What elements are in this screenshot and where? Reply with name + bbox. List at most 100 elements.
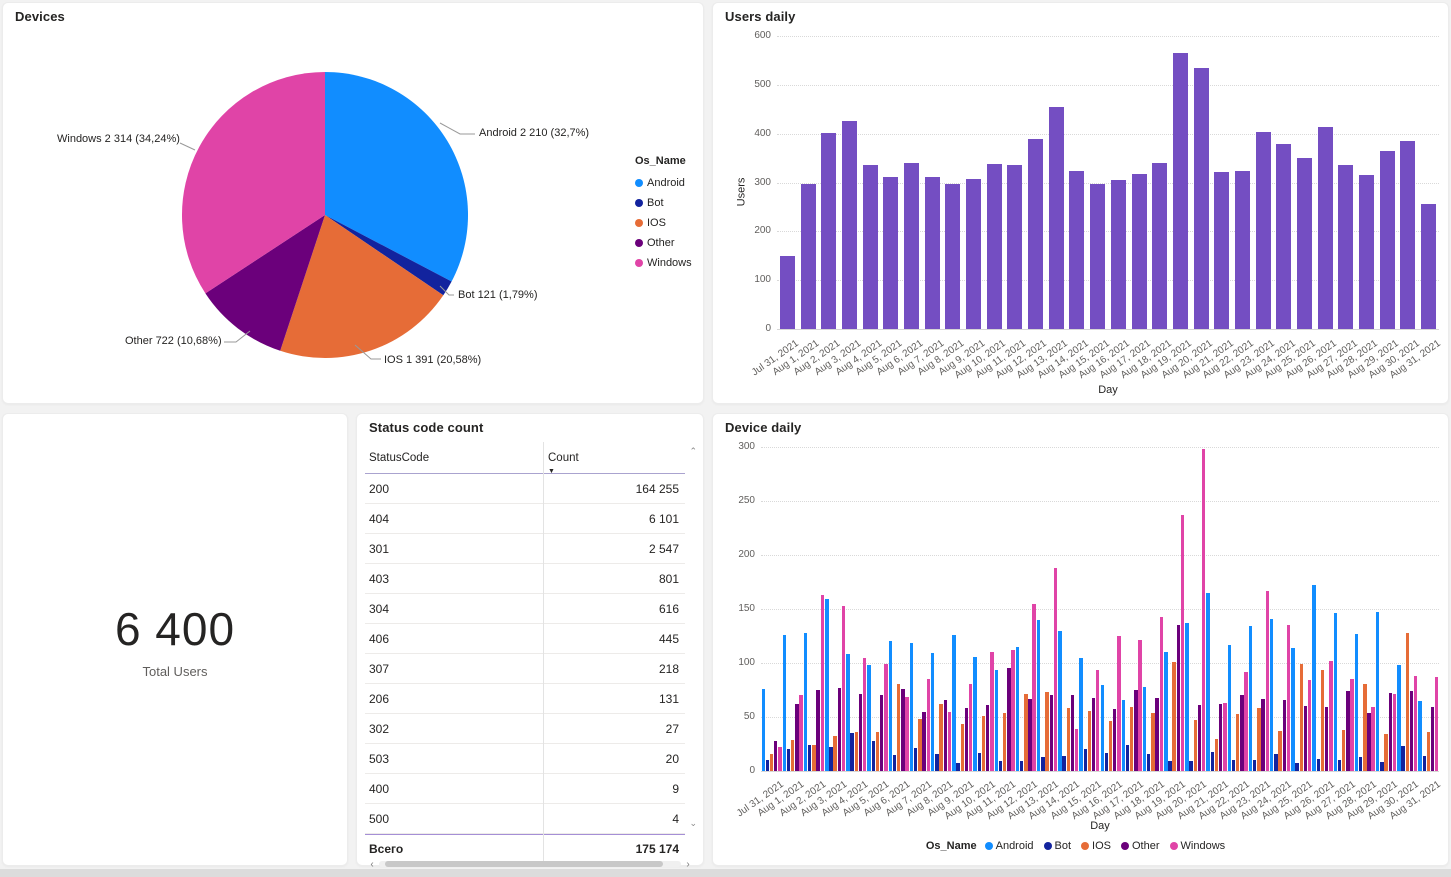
- bar-android[interactable]: [782, 634, 787, 771]
- bar-bot[interactable]: [1380, 762, 1384, 771]
- bar-bot[interactable]: [1041, 757, 1045, 771]
- bar-other[interactable]: [1346, 691, 1350, 771]
- legend-item-android[interactable]: Android: [635, 173, 692, 193]
- bar-android[interactable]: [1015, 646, 1020, 771]
- bar-ios[interactable]: [1024, 694, 1028, 771]
- bar-android[interactable]: [931, 653, 935, 771]
- bar-bot[interactable]: [1210, 751, 1215, 771]
- bar-android[interactable]: [1291, 647, 1295, 771]
- bar-other[interactable]: [922, 711, 926, 771]
- bar-ios[interactable]: [791, 739, 795, 771]
- users-bar-aug-1-2021[interactable]: [800, 183, 816, 329]
- legend-item-ios[interactable]: IOS: [635, 213, 692, 233]
- users-bar-aug-6-2021[interactable]: [903, 163, 919, 329]
- users-bar-aug-8-2021[interactable]: [945, 183, 961, 329]
- bar-other[interactable]: [816, 690, 820, 771]
- bar-other[interactable]: [943, 699, 947, 771]
- bar-other[interactable]: [964, 708, 969, 771]
- bar-other[interactable]: [1324, 707, 1329, 771]
- scroll-right-icon[interactable]: ›: [686, 858, 690, 870]
- users-bar-aug-4-2021[interactable]: [862, 164, 878, 329]
- bar-windows[interactable]: [1053, 568, 1058, 771]
- bar-android[interactable]: [952, 634, 956, 771]
- bar-bot[interactable]: [1168, 761, 1172, 771]
- bar-ios[interactable]: [875, 732, 880, 771]
- table-row-206[interactable]: 206 131: [365, 684, 685, 714]
- users-bar-jul-31-2021[interactable]: [779, 256, 795, 329]
- users-bar-aug-29-2021[interactable]: [1379, 150, 1395, 329]
- bar-ios[interactable]: [1002, 712, 1007, 771]
- bar-other[interactable]: [1007, 668, 1011, 771]
- bar-android[interactable]: [973, 656, 977, 771]
- bar-android[interactable]: [1036, 619, 1041, 771]
- users-bar-aug-31-2021[interactable]: [1421, 204, 1437, 329]
- bar-ios[interactable]: [1405, 632, 1409, 771]
- pie-slice-android[interactable]: [325, 72, 469, 282]
- bar-ios[interactable]: [960, 723, 964, 771]
- bar-bot[interactable]: [786, 749, 791, 771]
- bar-ios[interactable]: [812, 745, 816, 771]
- bar-ios[interactable]: [1299, 664, 1303, 771]
- bar-android[interactable]: [1270, 618, 1274, 771]
- bar-android[interactable]: [1206, 592, 1210, 771]
- bar-bot[interactable]: [1253, 760, 1257, 771]
- bar-android[interactable]: [1164, 652, 1168, 771]
- bar-ios[interactable]: [1341, 730, 1346, 771]
- bar-other[interactable]: [1070, 695, 1075, 771]
- bar-android[interactable]: [888, 641, 893, 771]
- users-bar-aug-22-2021[interactable]: [1234, 170, 1250, 329]
- bar-windows[interactable]: [1011, 650, 1015, 771]
- bar-android[interactable]: [1227, 644, 1232, 771]
- bar-other[interactable]: [901, 688, 905, 771]
- bar-ios[interactable]: [1087, 710, 1092, 771]
- bar-other[interactable]: [1430, 707, 1435, 771]
- bar-windows[interactable]: [1392, 694, 1397, 771]
- bar-other[interactable]: [1113, 709, 1117, 771]
- bar-android[interactable]: [1397, 665, 1401, 771]
- bar-other[interactable]: [1240, 695, 1244, 771]
- table-row-302[interactable]: 302 27: [365, 714, 685, 744]
- users-bar-aug-23-2021[interactable]: [1255, 131, 1271, 329]
- pie-slice-ios[interactable]: [280, 215, 444, 358]
- table-row-301[interactable]: 301 2 547: [365, 534, 685, 564]
- bar-ios[interactable]: [769, 753, 774, 771]
- bar-bot[interactable]: [765, 760, 770, 771]
- bar-android[interactable]: [825, 599, 829, 771]
- column-header-count[interactable]: Count ▼: [548, 451, 579, 475]
- bar-bot[interactable]: [977, 752, 981, 771]
- users-bar-aug-2-2021[interactable]: [821, 132, 837, 329]
- bar-android[interactable]: [1121, 699, 1126, 771]
- bar-bot[interactable]: [1104, 752, 1109, 771]
- legend-item-bot[interactable]: Bot: [635, 193, 692, 213]
- bar-bot[interactable]: [935, 753, 939, 771]
- table-row-403[interactable]: 403 801: [365, 564, 685, 594]
- bar-other[interactable]: [880, 695, 884, 771]
- bar-ios[interactable]: [1151, 712, 1155, 771]
- bar-windows[interactable]: [905, 696, 909, 771]
- bar-ios[interactable]: [1172, 661, 1176, 771]
- users-bar-aug-7-2021[interactable]: [924, 176, 940, 329]
- users-bar-aug-25-2021[interactable]: [1297, 157, 1313, 329]
- bar-other[interactable]: [1197, 705, 1202, 771]
- bar-ios[interactable]: [1278, 731, 1282, 771]
- bar-bot[interactable]: [998, 761, 1003, 771]
- bar-windows[interactable]: [1117, 636, 1121, 771]
- bar-android[interactable]: [909, 642, 914, 771]
- users-bar-aug-12-2021[interactable]: [1028, 138, 1044, 329]
- bar-windows[interactable]: [1201, 449, 1206, 771]
- users-bar-aug-9-2021[interactable]: [966, 178, 982, 329]
- bar-windows[interactable]: [1286, 625, 1291, 771]
- bar-bot[interactable]: [1316, 759, 1320, 771]
- pie-slice-bot[interactable]: [325, 215, 452, 296]
- table-row-500[interactable]: 500 4: [365, 804, 685, 834]
- bar-windows[interactable]: [778, 747, 782, 771]
- bar-android[interactable]: [761, 688, 765, 771]
- table-row-404[interactable]: 404 6 101: [365, 504, 685, 534]
- bar-ios[interactable]: [1384, 734, 1388, 771]
- bar-bot[interactable]: [1274, 753, 1278, 771]
- pie-slice-other[interactable]: [205, 215, 325, 351]
- bar-windows[interactable]: [990, 652, 994, 771]
- bar-other[interactable]: [1049, 695, 1053, 771]
- bar-ios[interactable]: [1214, 738, 1219, 771]
- bar-bot[interactable]: [829, 747, 833, 771]
